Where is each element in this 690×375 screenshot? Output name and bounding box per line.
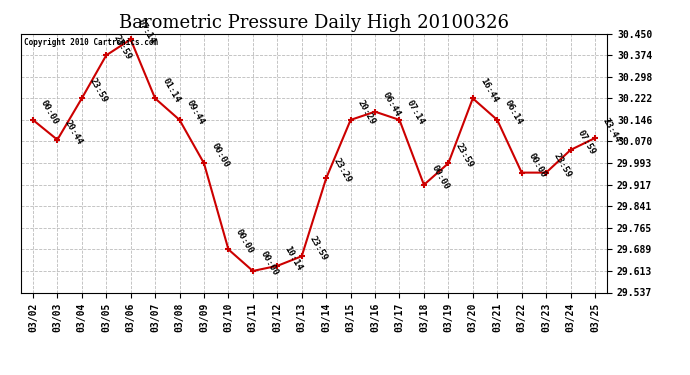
Text: 06:14: 06:14 xyxy=(503,98,524,126)
Text: 23:29: 23:29 xyxy=(332,157,353,184)
Text: 20:29: 20:29 xyxy=(356,98,377,126)
Text: 07:14: 07:14 xyxy=(136,18,157,46)
Text: 00:00: 00:00 xyxy=(234,228,255,256)
Text: 00:00: 00:00 xyxy=(429,163,451,191)
Text: 10:14: 10:14 xyxy=(283,244,304,272)
Text: 20:44: 20:44 xyxy=(63,118,84,146)
Text: 00:00: 00:00 xyxy=(39,98,60,126)
Text: 00:00: 00:00 xyxy=(210,142,230,170)
Text: 01:14: 01:14 xyxy=(161,77,182,105)
Text: 23:59: 23:59 xyxy=(88,77,108,105)
Text: 23:59: 23:59 xyxy=(307,235,328,262)
Text: 23:59: 23:59 xyxy=(552,151,573,179)
Text: 00:00: 00:00 xyxy=(259,249,279,277)
Text: 16:44: 16:44 xyxy=(478,77,500,105)
Text: 00:00: 00:00 xyxy=(527,151,549,179)
Text: 23:59: 23:59 xyxy=(454,142,475,170)
Text: 07:59: 07:59 xyxy=(576,128,598,156)
Text: 23:44: 23:44 xyxy=(600,116,622,144)
Title: Barometric Pressure Daily High 20100326: Barometric Pressure Daily High 20100326 xyxy=(119,14,509,32)
Text: 23:59: 23:59 xyxy=(112,34,133,62)
Text: 07:14: 07:14 xyxy=(405,98,426,126)
Text: 06:44: 06:44 xyxy=(381,90,402,118)
Text: Copyright 2010 Cartronics.com: Copyright 2010 Cartronics.com xyxy=(23,38,158,46)
Text: 09:44: 09:44 xyxy=(185,98,206,126)
